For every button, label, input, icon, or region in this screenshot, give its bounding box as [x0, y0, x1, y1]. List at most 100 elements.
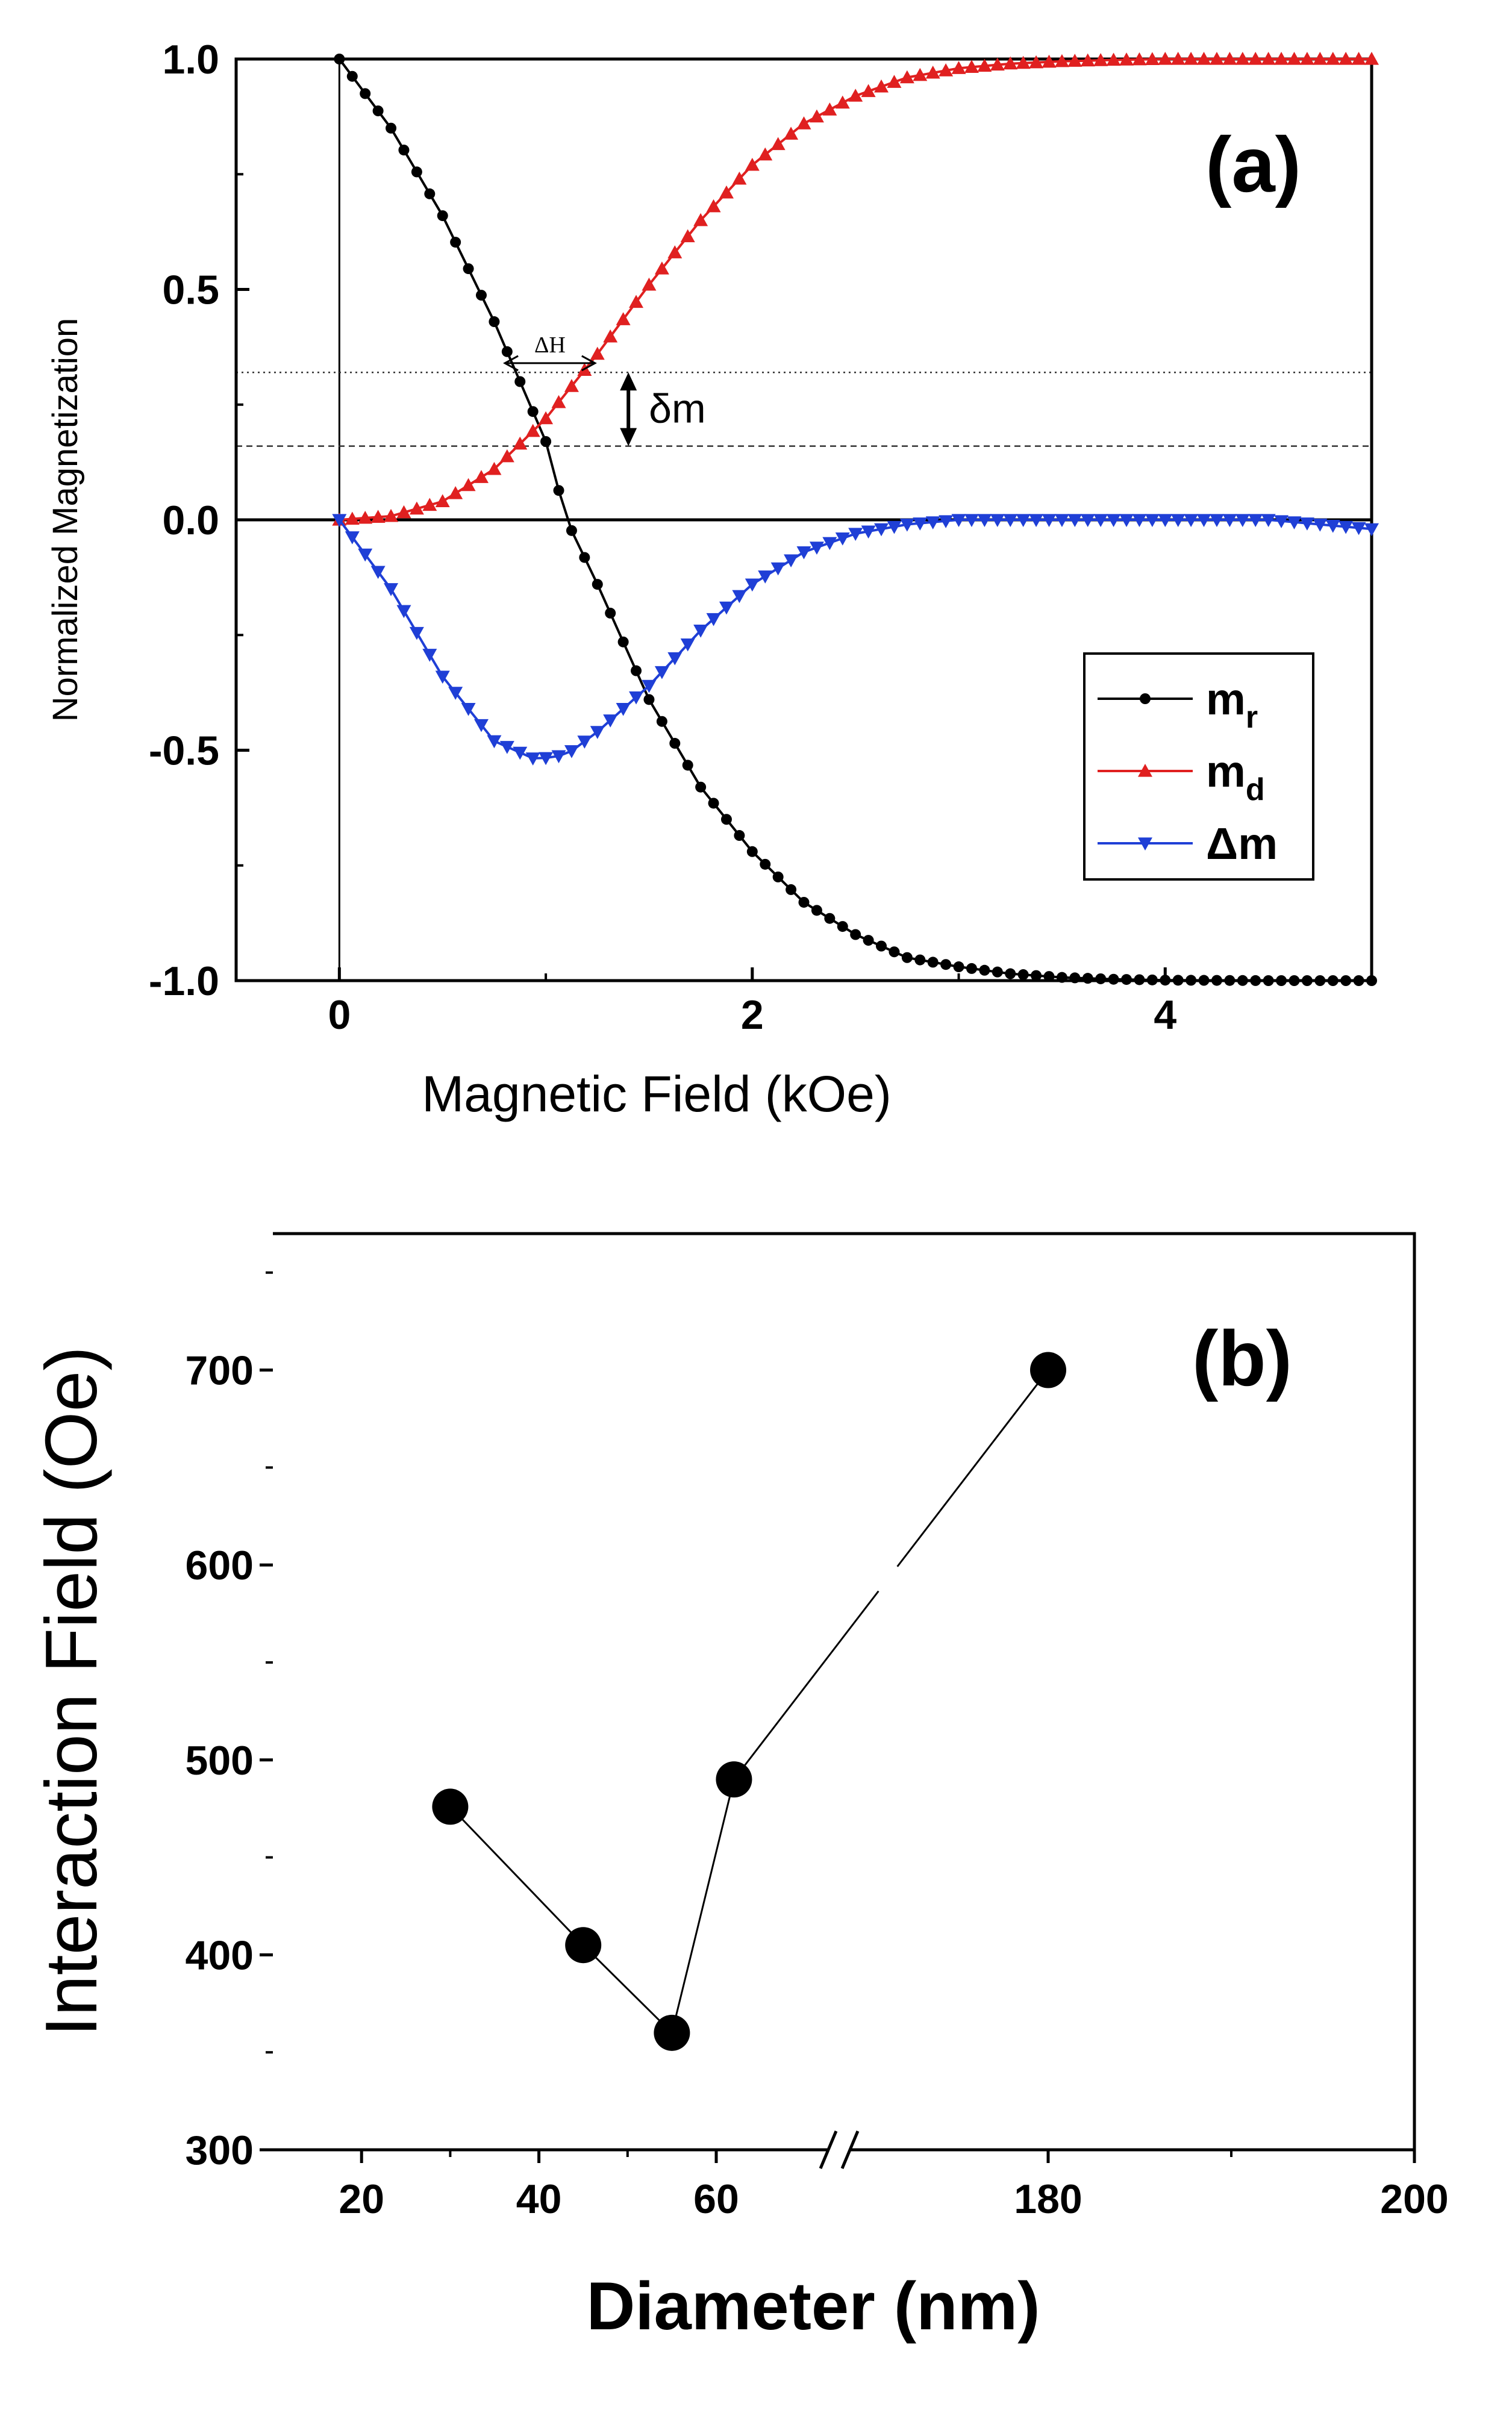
series-point-delta_m	[370, 566, 386, 579]
series-point-delta_m	[758, 570, 773, 584]
series-point-m_r	[863, 935, 874, 946]
series-point-m_d	[1042, 54, 1057, 68]
panel-b-y-tick-label: 500	[186, 1738, 254, 1784]
delta-h-annotation: ΔH	[534, 332, 566, 358]
series-point-m_r	[1250, 975, 1261, 986]
series-point-m_d	[1222, 52, 1237, 65]
series-point-m_d	[1093, 53, 1108, 66]
series-point-m_r	[734, 830, 745, 841]
series-point-m_d	[1364, 52, 1379, 65]
series-point-m_d	[1016, 55, 1031, 69]
series-point-delta_m	[796, 546, 811, 560]
panel-a-y-tick-label: 0.5	[162, 267, 219, 313]
series-point-delta_m	[809, 542, 824, 555]
series-point-m_r	[334, 54, 345, 64]
series-point-m_r	[1108, 973, 1119, 985]
series-point-delta_m	[1313, 519, 1328, 532]
series-point-m_d	[925, 65, 940, 79]
series-point-delta_m	[577, 735, 592, 749]
series-point-m_d	[770, 137, 786, 151]
series-point-m_r	[1301, 975, 1313, 986]
series-point-m_d	[603, 329, 618, 343]
panel-b-connecting-line	[449, 1369, 1049, 2034]
series-point-delta_m	[913, 517, 928, 531]
panel-a-annotations: ΔH δm	[502, 332, 706, 446]
panel-a-x-tick-label: 4	[1154, 992, 1176, 1038]
series-point-m_r	[605, 607, 616, 619]
series-point-delta_m	[835, 532, 850, 546]
series-point-m_d	[539, 411, 554, 425]
series-point-m_r	[1366, 975, 1377, 986]
series-point-m_r	[450, 237, 461, 248]
series-point-delta_m	[1132, 514, 1147, 527]
series-point-m_d	[1158, 52, 1173, 65]
series-point-delta_m	[1299, 517, 1314, 531]
series-point-m_r	[579, 552, 590, 563]
series-point-delta_m	[693, 625, 708, 638]
series-point-delta_m	[990, 514, 1005, 527]
series-point-delta_m	[1029, 514, 1044, 527]
series-point-m_r	[1056, 972, 1067, 983]
series-point-delta_m	[951, 514, 966, 527]
series-point-m_d	[796, 116, 811, 130]
series-point-m_d	[680, 229, 695, 243]
series-point-m_r	[411, 166, 422, 178]
series-point-delta_m	[525, 752, 540, 766]
series-point-m_d	[887, 75, 902, 88]
series-point-delta_m	[487, 735, 502, 749]
series-point-delta_m	[461, 703, 476, 716]
series-point-m_r	[876, 940, 887, 952]
series-point-m_d	[1054, 54, 1069, 67]
series-point-m_d	[358, 510, 373, 524]
series-point-m_r	[824, 913, 836, 924]
series-point-delta_m	[642, 679, 657, 693]
series-point-m_r	[889, 946, 900, 958]
series-point-m_r	[1082, 973, 1093, 984]
legend-swatch-marker	[1138, 837, 1152, 851]
series-point-m_d	[1196, 52, 1211, 65]
panel-a-x-tick-label: 0	[328, 992, 351, 1038]
series-point-m_r	[927, 957, 939, 968]
series-point-delta_m	[770, 562, 786, 576]
panel-a-y-tick-label: 0.0	[162, 498, 219, 543]
panel-a-y-tick-label: -1.0	[149, 958, 219, 1004]
series-point-m_r	[360, 88, 371, 99]
series-point-delta_m	[1003, 514, 1018, 527]
series-point-m_d	[706, 199, 721, 213]
series-point-m_r	[953, 961, 964, 973]
series-point-delta_m	[448, 687, 463, 700]
series-point-m_r	[1172, 975, 1184, 986]
series-point-m_d	[1106, 52, 1121, 66]
delta-m-arrowhead-down	[620, 428, 637, 446]
series-point-m_d	[719, 185, 734, 199]
series-point-m_d	[693, 213, 708, 226]
series-point-m_d	[1145, 52, 1160, 65]
series-point-m_d	[487, 461, 502, 475]
series-point-delta_m	[499, 741, 514, 754]
series-point-m_d	[1209, 52, 1224, 65]
series-point-m_d	[499, 449, 514, 463]
panel-b-y-tick-label: 700	[186, 1348, 254, 1394]
series-point-delta_m	[616, 703, 631, 716]
panel-a-series	[332, 52, 1379, 986]
series-point-m_r	[979, 964, 990, 976]
panel-b-chart: 20 40 60 180 200 300 400 500 600 700 (b) Diameter…	[30, 1232, 1449, 2344]
series-point-m_r	[1276, 975, 1287, 986]
panel-b-y-tick-label: 600	[186, 1543, 254, 1588]
panel-b-data-point	[432, 1788, 469, 1825]
panel-b-y-tick-label: 400	[186, 1932, 254, 1978]
series-point-m_r	[527, 406, 539, 417]
series-point-m_r	[772, 871, 784, 882]
series-point-m_r	[746, 846, 758, 857]
panel-b-x-tick-label: 40	[516, 2176, 562, 2222]
panel-a-ticks: 0 2 4 1.0 0.5 0.0 -0.5 -1.0	[149, 37, 1373, 1038]
series-point-delta_m	[899, 519, 914, 532]
series-point-delta_m	[1274, 515, 1289, 528]
series-point-m_r	[372, 105, 384, 117]
panel-a-y-axis-label: Normalized Magnetization	[46, 318, 85, 722]
series-point-m_r	[720, 814, 732, 825]
series-point-m_d	[977, 58, 992, 72]
series-point-m_r	[1146, 974, 1158, 985]
series-point-delta_m	[1248, 514, 1263, 527]
